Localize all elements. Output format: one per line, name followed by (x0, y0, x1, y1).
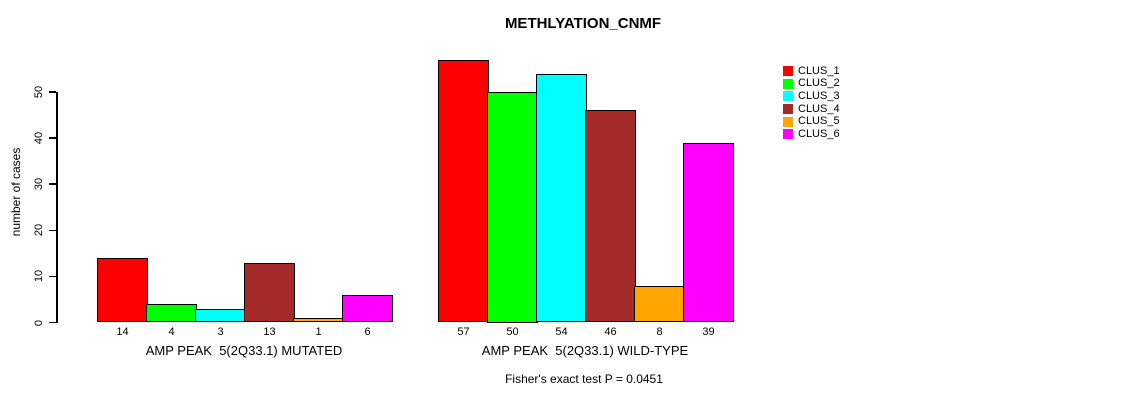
bar-clus_4-wild-type (585, 110, 636, 323)
fisher-test-annotation: Fisher's exact test P = 0.0451 (505, 372, 663, 386)
bar-value-label: 3 (217, 326, 224, 338)
bar-value-label: 1 (315, 326, 322, 338)
legend-item-clus_3: CLUS_3 (783, 90, 840, 103)
legend-label-clus_5: CLUS_5 (798, 115, 840, 128)
x-axis-group-label-mutated: AMP PEAK 5(2Q33.1) MUTATED (145, 343, 343, 358)
bar-value-label: 57 (457, 326, 470, 338)
y-axis-tick-label: 20 (33, 224, 45, 237)
legend-swatch-clus_4-icon (783, 104, 793, 115)
legend-item-clus_1: CLUS_1 (783, 65, 840, 78)
bar-value-label: 6 (364, 326, 371, 338)
bar-clus_6-mutated (342, 294, 393, 323)
x-axis-group-label-wild-type: AMP PEAK 5(2Q33.1) WILD-TYPE (481, 343, 689, 358)
bar-value-label: 39 (702, 326, 715, 338)
y-axis-line (56, 92, 58, 323)
y-axis-tick (49, 91, 56, 93)
y-axis-tick (49, 275, 56, 278)
legend: CLUS_1 CLUS_2 CLUS_3 CLUS_4 CLUS_5 CLUS_6 (783, 65, 840, 141)
bar-clus_3-mutated (195, 308, 246, 323)
legend-label-clus_3: CLUS_3 (798, 89, 840, 102)
y-axis-tick-label: 30 (33, 178, 45, 191)
bar-clus_5-wild-type (634, 285, 685, 323)
legend-swatch-clus_2-icon (783, 78, 793, 89)
bar-value-label: 14 (116, 326, 129, 338)
y-axis-tick (49, 137, 56, 139)
y-axis-tick-label: 10 (33, 270, 45, 283)
y-axis-tick (49, 321, 56, 324)
bar-clus_1-wild-type (438, 59, 489, 323)
legend-label-clus_1: CLUS_1 (798, 64, 840, 77)
legend-item-clus_4: CLUS_4 (783, 103, 840, 116)
bar-value-label: 13 (263, 326, 276, 338)
bar-clus_3-wild-type (536, 73, 587, 323)
y-axis-label: number of cases (9, 147, 23, 237)
legend-label-clus_2: CLUS_2 (798, 77, 840, 90)
legend-label-clus_6: CLUS_6 (798, 127, 840, 140)
bar-clus_1-mutated (97, 257, 148, 323)
bar-clus_6-wild-type (683, 142, 734, 323)
bar-value-label: 50 (506, 326, 519, 338)
bar-clus_5-mutated (293, 317, 344, 323)
legend-item-clus_5: CLUS_5 (783, 115, 840, 128)
y-axis-tick-label: 40 (33, 131, 45, 145)
chart-title: METHLYATION_CNMF (504, 15, 662, 32)
y-axis-tick-label: 50 (33, 85, 45, 99)
bar-clus_2-mutated (146, 304, 197, 323)
legend-swatch-clus_5-icon (783, 116, 793, 127)
legend-item-clus_2: CLUS_2 (783, 78, 840, 91)
bar-value-label: 46 (604, 326, 617, 338)
bar-value-label: 4 (168, 326, 175, 338)
y-axis-tick (49, 229, 56, 232)
bar-clus_2-wild-type (487, 92, 538, 323)
bar-clus_4-mutated (244, 262, 295, 323)
legend-swatch-clus_6-icon (783, 129, 793, 140)
legend-swatch-clus_1-icon (783, 66, 793, 77)
legend-item-clus_6: CLUS_6 (783, 128, 840, 141)
y-axis-tick (49, 183, 56, 185)
legend-swatch-clus_3-icon (783, 91, 793, 102)
y-axis-tick-label: 0 (33, 319, 45, 326)
bar-value-label: 8 (656, 326, 663, 338)
bar-value-label: 54 (555, 326, 568, 338)
legend-label-clus_4: CLUS_4 (798, 102, 840, 115)
